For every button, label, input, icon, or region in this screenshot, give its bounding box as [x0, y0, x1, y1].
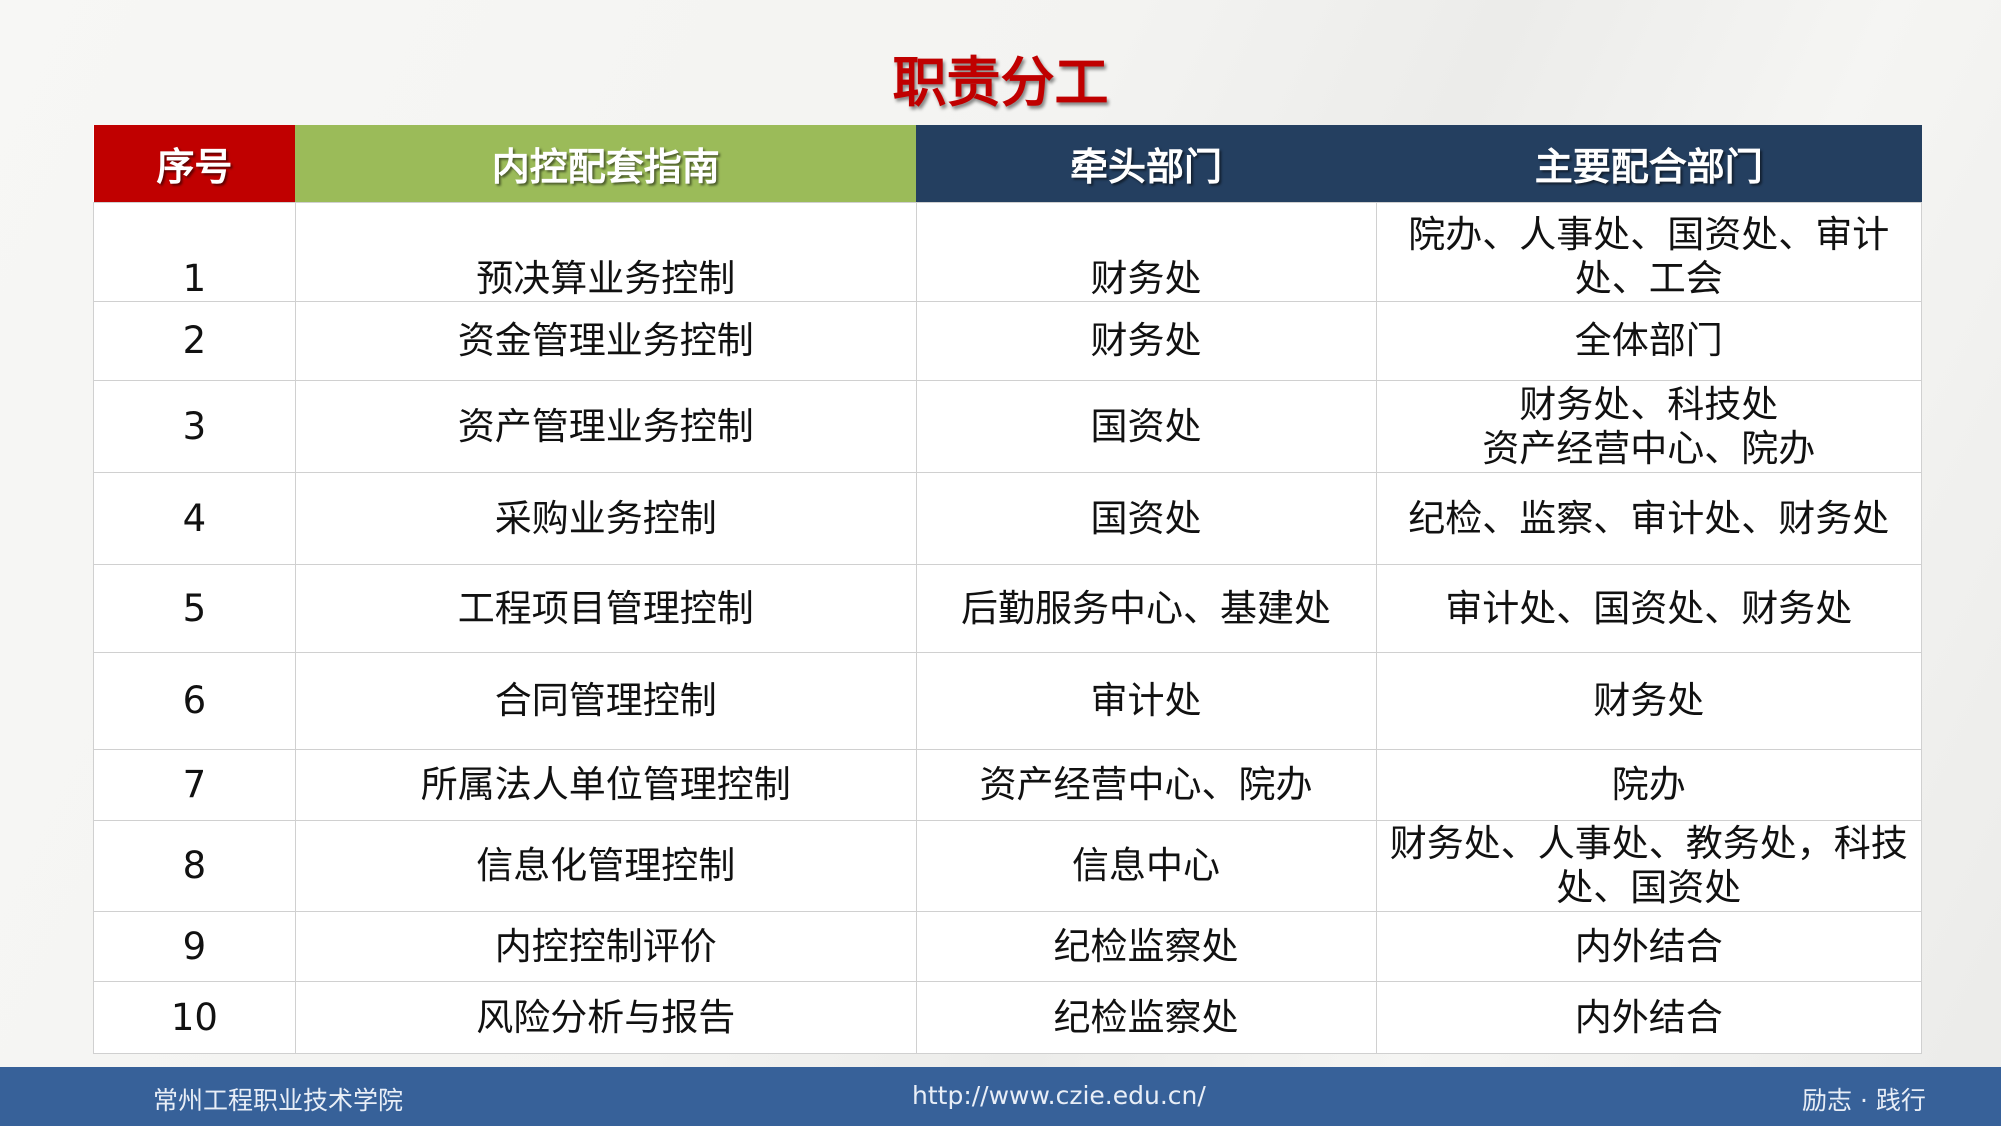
- guide-name: 信息化管理控制: [294, 820, 917, 912]
- guide-name: 所属法人单位管理控制: [294, 749, 917, 821]
- page-title: 职责分工: [892, 51, 1109, 114]
- column-header: 主要配合部门: [1376, 125, 1922, 203]
- support-departments: 全体部门: [1375, 301, 1922, 381]
- lead-department: 审计处: [915, 652, 1377, 750]
- column-header: 序号: [93, 125, 296, 203]
- support-departments: 财务处: [1375, 652, 1922, 750]
- guide-name: 风险分析与报告: [294, 981, 917, 1054]
- table-row: 4 采购业务控制 国资处 纪检、监察、审计处、财务处: [93, 472, 1922, 565]
- row-number: 4: [93, 472, 296, 565]
- column-header: 牵头部门: [916, 125, 1376, 203]
- lead-department: 纪检监察处: [915, 981, 1377, 1054]
- lead-department: 资产经营中心、院办: [915, 749, 1377, 821]
- row-number: 5: [93, 564, 296, 653]
- guide-name: 采购业务控制: [294, 472, 917, 565]
- guide-name: 资金管理业务控制: [294, 301, 917, 381]
- guide-name: 工程项目管理控制: [294, 564, 917, 653]
- table-row: 7 所属法人单位管理控制 资产经营中心、院办 院办: [93, 749, 1922, 821]
- lead-department: 财务处: [915, 301, 1377, 381]
- school-name: 常州工程职业技术学院: [153, 1086, 404, 1115]
- support-departments: 院办: [1375, 749, 1922, 821]
- table-row: 3 资产管理业务控制 国资处 财务处、科技处 资产经营中心、院办: [93, 380, 1922, 473]
- lead-department: 国资处: [915, 380, 1377, 473]
- table-row: 1 预决算业务控制 财务处 院办、人事处、国资处、审计处、工会: [93, 202, 1922, 302]
- table-row: 5 工程项目管理控制 后勤服务中心、基建处 审计处、国资处、财务处: [93, 564, 1922, 653]
- row-number: 10: [93, 981, 296, 1054]
- lead-department: 财务处: [915, 202, 1377, 302]
- row-number: 2: [93, 301, 296, 381]
- row-number: 8: [93, 820, 296, 912]
- table-row: 6 合同管理控制 审计处 财务处: [93, 652, 1922, 750]
- lead-department: 信息中心: [915, 820, 1377, 912]
- row-number: 6: [93, 652, 296, 750]
- support-departments: 审计处、国资处、财务处: [1375, 564, 1922, 653]
- support-departments: 院办、人事处、国资处、审计处、工会: [1375, 202, 1922, 302]
- support-departments: 纪检、监察、审计处、财务处: [1375, 472, 1922, 565]
- motto: 励志 · 践行: [1802, 1086, 1926, 1115]
- guide-name: 资产管理业务控制: [294, 380, 917, 473]
- footer-bar: 常州工程职业技术学院 http://www.czie.edu.cn/ 励志 · …: [0, 1067, 2001, 1126]
- lead-department: 国资处: [915, 472, 1377, 565]
- row-number: 9: [93, 911, 296, 982]
- support-departments: 财务处、科技处 资产经营中心、院办: [1375, 380, 1922, 473]
- table-row: 8 信息化管理控制 信息中心 财务处、人事处、教务处，科技处、国资处: [93, 820, 1922, 912]
- guide-name: 合同管理控制: [294, 652, 917, 750]
- responsibility-table: 序号 内控配套指南 牵头部门 主要配合部门 1 预决算业务控制 财务处 院办、人事处、国资处…: [93, 125, 1922, 1054]
- row-number: 7: [93, 749, 296, 821]
- support-departments: 财务处、人事处、教务处，科技处、国资处: [1375, 820, 1922, 912]
- lead-department: 后勤服务中心、基建处: [915, 564, 1377, 653]
- row-number: 1: [93, 202, 296, 302]
- support-departments: 内外结合: [1375, 911, 1922, 982]
- guide-name: 预决算业务控制: [294, 202, 917, 302]
- guide-name: 内控控制评价: [294, 911, 917, 982]
- support-departments: 内外结合: [1375, 981, 1922, 1054]
- row-number: 3: [93, 380, 296, 473]
- lead-department: 纪检监察处: [915, 911, 1377, 982]
- table-row: 9 内控控制评价 纪检监察处 内外结合: [93, 911, 1922, 982]
- website-link[interactable]: http://www.czie.edu.cn/: [912, 1081, 1206, 1110]
- table-row: 2 资金管理业务控制 财务处 全体部门: [93, 301, 1922, 381]
- column-header: 内控配套指南: [295, 125, 917, 203]
- table-row: 10 风险分析与报告 纪检监察处 内外结合: [93, 981, 1922, 1054]
